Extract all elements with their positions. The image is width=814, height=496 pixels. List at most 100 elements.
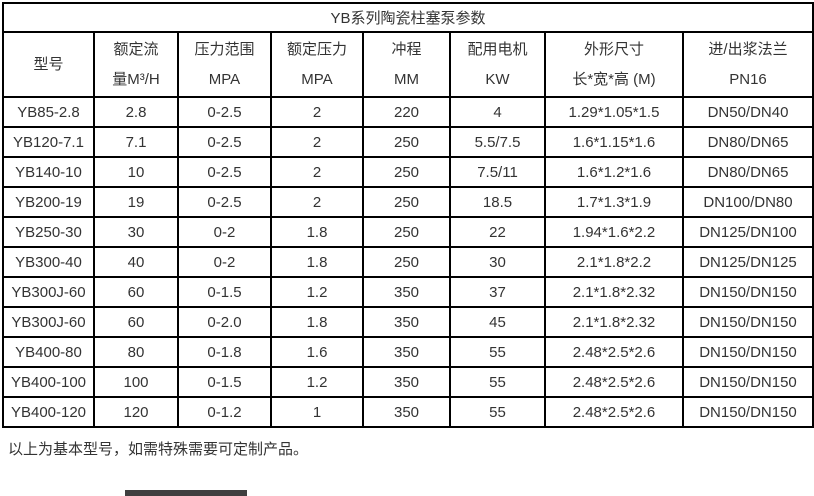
- cell-rated-pressure: 1.2: [270, 366, 364, 398]
- cell-model: YB400-120: [2, 396, 95, 428]
- cell-dimensions: 2.1*1.8*2.32: [544, 306, 684, 338]
- cell-pressure-range: 0-1.2: [177, 396, 272, 428]
- footer-note: 以上为基本型号，如需特殊需要可定制产品。: [8, 441, 309, 458]
- spec-table: YB系列陶瓷柱塞泵参数 型号 额定流 量M³/H 压力范围 MPA 额定压力 M…: [1, 2, 814, 428]
- table-row: YB300J-60 60 0-1.5 1.2 350 37 2.1*1.8*2.32 DN15…: [2, 276, 814, 308]
- cell-pressure-range: 0-2.5: [177, 186, 272, 218]
- cell-pressure-range: 0-2: [177, 246, 272, 278]
- cell-model: YB400-80: [2, 336, 95, 368]
- cell-rated-flow: 10: [93, 156, 179, 188]
- cell-pressure-range: 0-2.5: [177, 156, 272, 188]
- cell-pressure-range: 0-2: [177, 216, 272, 248]
- cell-rated-flow: 40: [93, 246, 179, 278]
- column-header-model: 型号: [2, 31, 95, 98]
- cell-model: YB300J-60: [2, 276, 95, 308]
- table-row: YB120-7.1 7.1 0-2.5 2 250 5.5/7.5 1.6*1.15*1.6…: [2, 126, 814, 158]
- cell-flange: DN125/DN100: [681, 216, 814, 248]
- cell-rated-flow: 60: [93, 306, 179, 338]
- column-header-pressure-range: 压力范围 MPA: [177, 31, 272, 98]
- table-row: YB400-120 120 0-1.2 1 350 55 2.48*2.5*2.6 DN150…: [2, 396, 814, 428]
- cell-rated-flow: 19: [93, 186, 179, 218]
- cell-flange: DN50/DN40: [681, 96, 814, 128]
- cell-stroke: 250: [362, 246, 451, 278]
- cell-stroke: 250: [362, 216, 451, 248]
- cell-dimensions: 1.29*1.05*1.5: [544, 96, 684, 128]
- cell-rated-pressure: 2: [270, 186, 364, 218]
- cell-pressure-range: 0-1.5: [177, 276, 272, 308]
- cell-rated-flow: 30: [93, 216, 179, 248]
- cell-model: YB300-40: [2, 246, 95, 278]
- cell-flange: DN150/DN150: [681, 366, 814, 398]
- column-header-rated-flow: 额定流 量M³/H: [93, 31, 179, 98]
- cell-motor-power: 55: [449, 396, 546, 428]
- table-row: YB85-2.8 2.8 0-2.5 2 220 4 1.29*1.05*1.5 DN50/D…: [2, 96, 814, 128]
- column-header-rated-pressure: 额定压力 MPA: [270, 31, 364, 98]
- cell-flange: DN150/DN150: [681, 336, 814, 368]
- table-row: YB140-10 10 0-2.5 2 250 7.5/11 1.6*1.2*1.6 DN80…: [2, 156, 814, 188]
- cell-stroke: 250: [362, 156, 451, 188]
- cell-rated-flow: 80: [93, 336, 179, 368]
- cell-flange: DN80/DN65: [681, 156, 814, 188]
- cell-stroke: 350: [362, 306, 451, 338]
- cell-motor-power: 22: [449, 216, 546, 248]
- cell-flange: DN80/DN65: [681, 126, 814, 158]
- cell-motor-power: 30: [449, 246, 546, 278]
- cell-model: YB120-7.1: [2, 126, 95, 158]
- cell-dimensions: 1.7*1.3*1.9: [544, 186, 684, 218]
- cell-dimensions: 2.48*2.5*2.6: [544, 396, 684, 428]
- cell-rated-pressure: 2: [270, 126, 364, 158]
- cell-dimensions: 2.1*1.8*2.32: [544, 276, 684, 308]
- table-row: YB400-80 80 0-1.8 1.6 350 55 2.48*2.5*2.6 DN150…: [2, 336, 814, 368]
- cell-rated-pressure: 1.8: [270, 216, 364, 248]
- cell-flange: DN150/DN150: [681, 276, 814, 308]
- table-head: YB系列陶瓷柱塞泵参数 型号 额定流 量M³/H 压力范围 MPA 额定压力 M…: [1, 2, 814, 98]
- cell-motor-power: 4: [449, 96, 546, 128]
- cell-motor-power: 55: [449, 366, 546, 398]
- cell-motor-power: 37: [449, 276, 546, 308]
- cell-rated-flow: 7.1: [93, 126, 179, 158]
- table-row: YB200-19 19 0-2.5 2 250 18.5 1.7*1.3*1.9 DN100/…: [2, 186, 814, 218]
- cell-rated-pressure: 1.8: [270, 246, 364, 278]
- table-row: YB300J-60 60 0-2.0 1.8 350 45 2.1*1.8*2.32 DN15…: [2, 306, 814, 338]
- cell-dimensions: 1.6*1.2*1.6: [544, 156, 684, 188]
- cell-stroke: 250: [362, 126, 451, 158]
- cell-rated-pressure: 1.6: [270, 336, 364, 368]
- cell-pressure-range: 0-2.5: [177, 96, 272, 128]
- cell-rated-flow: 60: [93, 276, 179, 308]
- cell-dimensions: 1.94*1.6*2.2: [544, 216, 684, 248]
- column-header-dimensions: 外形尺寸 长*宽*高 (M): [544, 31, 684, 98]
- cell-dimensions: 2.1*1.8*2.2: [544, 246, 684, 278]
- cell-rated-pressure: 2: [270, 156, 364, 188]
- cell-motor-power: 18.5: [449, 186, 546, 218]
- cell-dimensions: 2.48*2.5*2.6: [544, 366, 684, 398]
- cell-pressure-range: 0-2.5: [177, 126, 272, 158]
- cell-flange: DN125/DN125: [681, 246, 814, 278]
- cell-stroke: 350: [362, 366, 451, 398]
- cell-motor-power: 55: [449, 336, 546, 368]
- cell-model: YB300J-60: [2, 306, 95, 338]
- cell-pressure-range: 0-2.0: [177, 306, 272, 338]
- column-header-motor-power: 配用电机 KW: [449, 31, 546, 98]
- cell-flange: DN150/DN150: [681, 306, 814, 338]
- cell-stroke: 350: [362, 396, 451, 428]
- cell-rated-pressure: 2: [270, 96, 364, 128]
- cell-flange: DN100/DN80: [681, 186, 814, 218]
- table-row: YB250-30 30 0-2 1.8 250 22 1.94*1.6*2.2 DN125/D…: [2, 216, 814, 248]
- cell-model: YB250-30: [2, 216, 95, 248]
- header-row: 型号 额定流 量M³/H 压力范围 MPA 额定压力 MPA 冲程 MM 配用电…: [2, 31, 814, 98]
- cell-rated-flow: 100: [93, 366, 179, 398]
- cell-model: YB200-19: [2, 186, 95, 218]
- cell-motor-power: 45: [449, 306, 546, 338]
- cell-dimensions: 2.48*2.5*2.6: [544, 336, 684, 368]
- cell-rated-pressure: 1: [270, 396, 364, 428]
- table-row: YB400-100 100 0-1.5 1.2 350 55 2.48*2.5*2.6 DN1…: [2, 366, 814, 398]
- cell-motor-power: 5.5/7.5: [449, 126, 546, 158]
- column-header-stroke: 冲程 MM: [362, 31, 451, 98]
- cell-model: YB85-2.8: [2, 96, 95, 128]
- cell-stroke: 250: [362, 186, 451, 218]
- cutoff-content-strip: [125, 490, 247, 496]
- cell-rated-pressure: 1.8: [270, 306, 364, 338]
- cell-rated-flow: 2.8: [93, 96, 179, 128]
- column-header-flange: 进/出浆法兰 PN16: [681, 31, 814, 98]
- cell-stroke: 220: [362, 96, 451, 128]
